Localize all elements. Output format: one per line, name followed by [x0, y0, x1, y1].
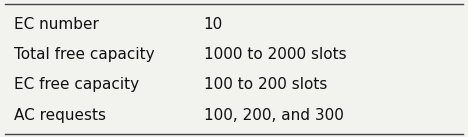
- Text: 1000 to 2000 slots: 1000 to 2000 slots: [204, 47, 346, 62]
- Text: 10: 10: [204, 17, 223, 32]
- Text: Total free capacity: Total free capacity: [14, 47, 154, 62]
- Text: 100, 200, and 300: 100, 200, and 300: [204, 108, 344, 123]
- Text: AC requests: AC requests: [14, 108, 106, 123]
- Text: EC number: EC number: [14, 17, 99, 32]
- Text: 100 to 200 slots: 100 to 200 slots: [204, 77, 327, 92]
- Text: EC free capacity: EC free capacity: [14, 77, 139, 92]
